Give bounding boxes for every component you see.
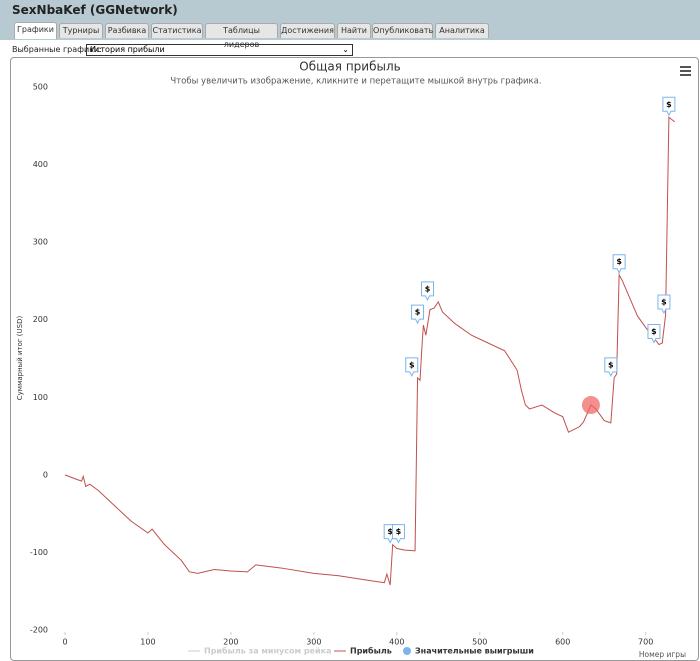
tab[interactable]: Статистика (151, 23, 203, 38)
legend-symbol (403, 647, 411, 655)
win-flag-box (604, 357, 618, 378)
win-flag[interactable]: $ (647, 324, 661, 344)
x-tick-label: 200 (223, 638, 238, 647)
win-flag-label: $ (651, 327, 657, 336)
win-flag-label: $ (387, 527, 393, 536)
win-flag[interactable]: $ (612, 254, 626, 274)
win-flag-label: $ (409, 360, 415, 369)
x-tick-label: 100 (140, 638, 155, 647)
y-tick-label: 0 (43, 470, 48, 479)
win-flag-box (647, 324, 661, 344)
x-tick-label: 0 (62, 638, 67, 647)
hover-highlight (581, 396, 600, 415)
selector-label: Выбранные графики: (12, 45, 102, 54)
selector-value: История прибыли (90, 45, 165, 54)
win-flag[interactable]: $ (604, 357, 618, 378)
y-tick-label: 300 (33, 238, 48, 247)
x-tick-label: 700 (638, 638, 653, 647)
chart-title: Общая прибыль (299, 60, 400, 74)
win-flag-box (662, 96, 676, 117)
win-flag-label: $ (616, 257, 622, 266)
win-flag-box (612, 254, 626, 274)
x-axis-label: Номер игры (639, 650, 686, 659)
win-flag-box (405, 357, 419, 378)
win-flag[interactable]: $ (405, 357, 419, 378)
win-flag-label: $ (661, 298, 667, 307)
y-tick-label: 500 (33, 83, 48, 92)
tab[interactable]: Достижения (280, 23, 335, 38)
win-flag[interactable]: $ (657, 294, 671, 315)
tab[interactable]: Графики (14, 22, 57, 39)
win-flag[interactable]: $ (391, 524, 405, 544)
tab[interactable]: Турниры (59, 23, 103, 38)
selector-arrow: ⌄ (342, 45, 349, 54)
tab[interactable]: Аналитика (435, 23, 489, 38)
selector[interactable]: История прибыли ⌄ (86, 44, 353, 56)
legend-item: Значительные выигрыши (415, 647, 534, 656)
tab[interactable]: Опубликовать (372, 23, 433, 38)
menu-button[interactable] (680, 66, 691, 76)
y-tick-label: -100 (30, 548, 48, 557)
profit-line (64, 116, 676, 586)
win-flag-box (421, 281, 435, 301)
y-tick-label: 100 (33, 393, 48, 402)
legend-item: Прибыль за минусом рейка (204, 646, 331, 656)
win-flag[interactable]: $ (411, 304, 425, 325)
win-flag[interactable]: $ (421, 281, 435, 301)
y-tick-label: 200 (33, 315, 48, 324)
win-flag-label: $ (666, 100, 672, 109)
x-tick-label: 600 (555, 638, 570, 647)
win-flag-label: $ (608, 360, 614, 369)
win-flag-box (657, 294, 671, 315)
header-title: SexNbaKef (GGNetwork) (12, 3, 178, 17)
win-flag-label: $ (396, 527, 402, 536)
tab[interactable]: Разбивка (105, 23, 149, 38)
win-flag-box (391, 524, 405, 544)
win-flag-label: $ (415, 308, 421, 317)
x-tick-label: 300 (306, 638, 321, 647)
y-tick-label: 400 (33, 160, 48, 169)
x-tick-label: 400 (389, 638, 404, 647)
win-flag[interactable]: $ (662, 96, 676, 117)
tab[interactable]: Найти (337, 23, 371, 38)
x-tick-label: 500 (472, 638, 487, 647)
y-axis-label: Суммарный итог (USD) (16, 316, 24, 401)
chart-subtitle: Чтобы увеличить изображение, кликните и … (170, 77, 541, 87)
legend-item: Прибыль (350, 646, 392, 656)
win-flag-label: $ (425, 284, 431, 293)
win-flag-box (411, 304, 425, 325)
y-tick-label: -200 (30, 626, 48, 635)
